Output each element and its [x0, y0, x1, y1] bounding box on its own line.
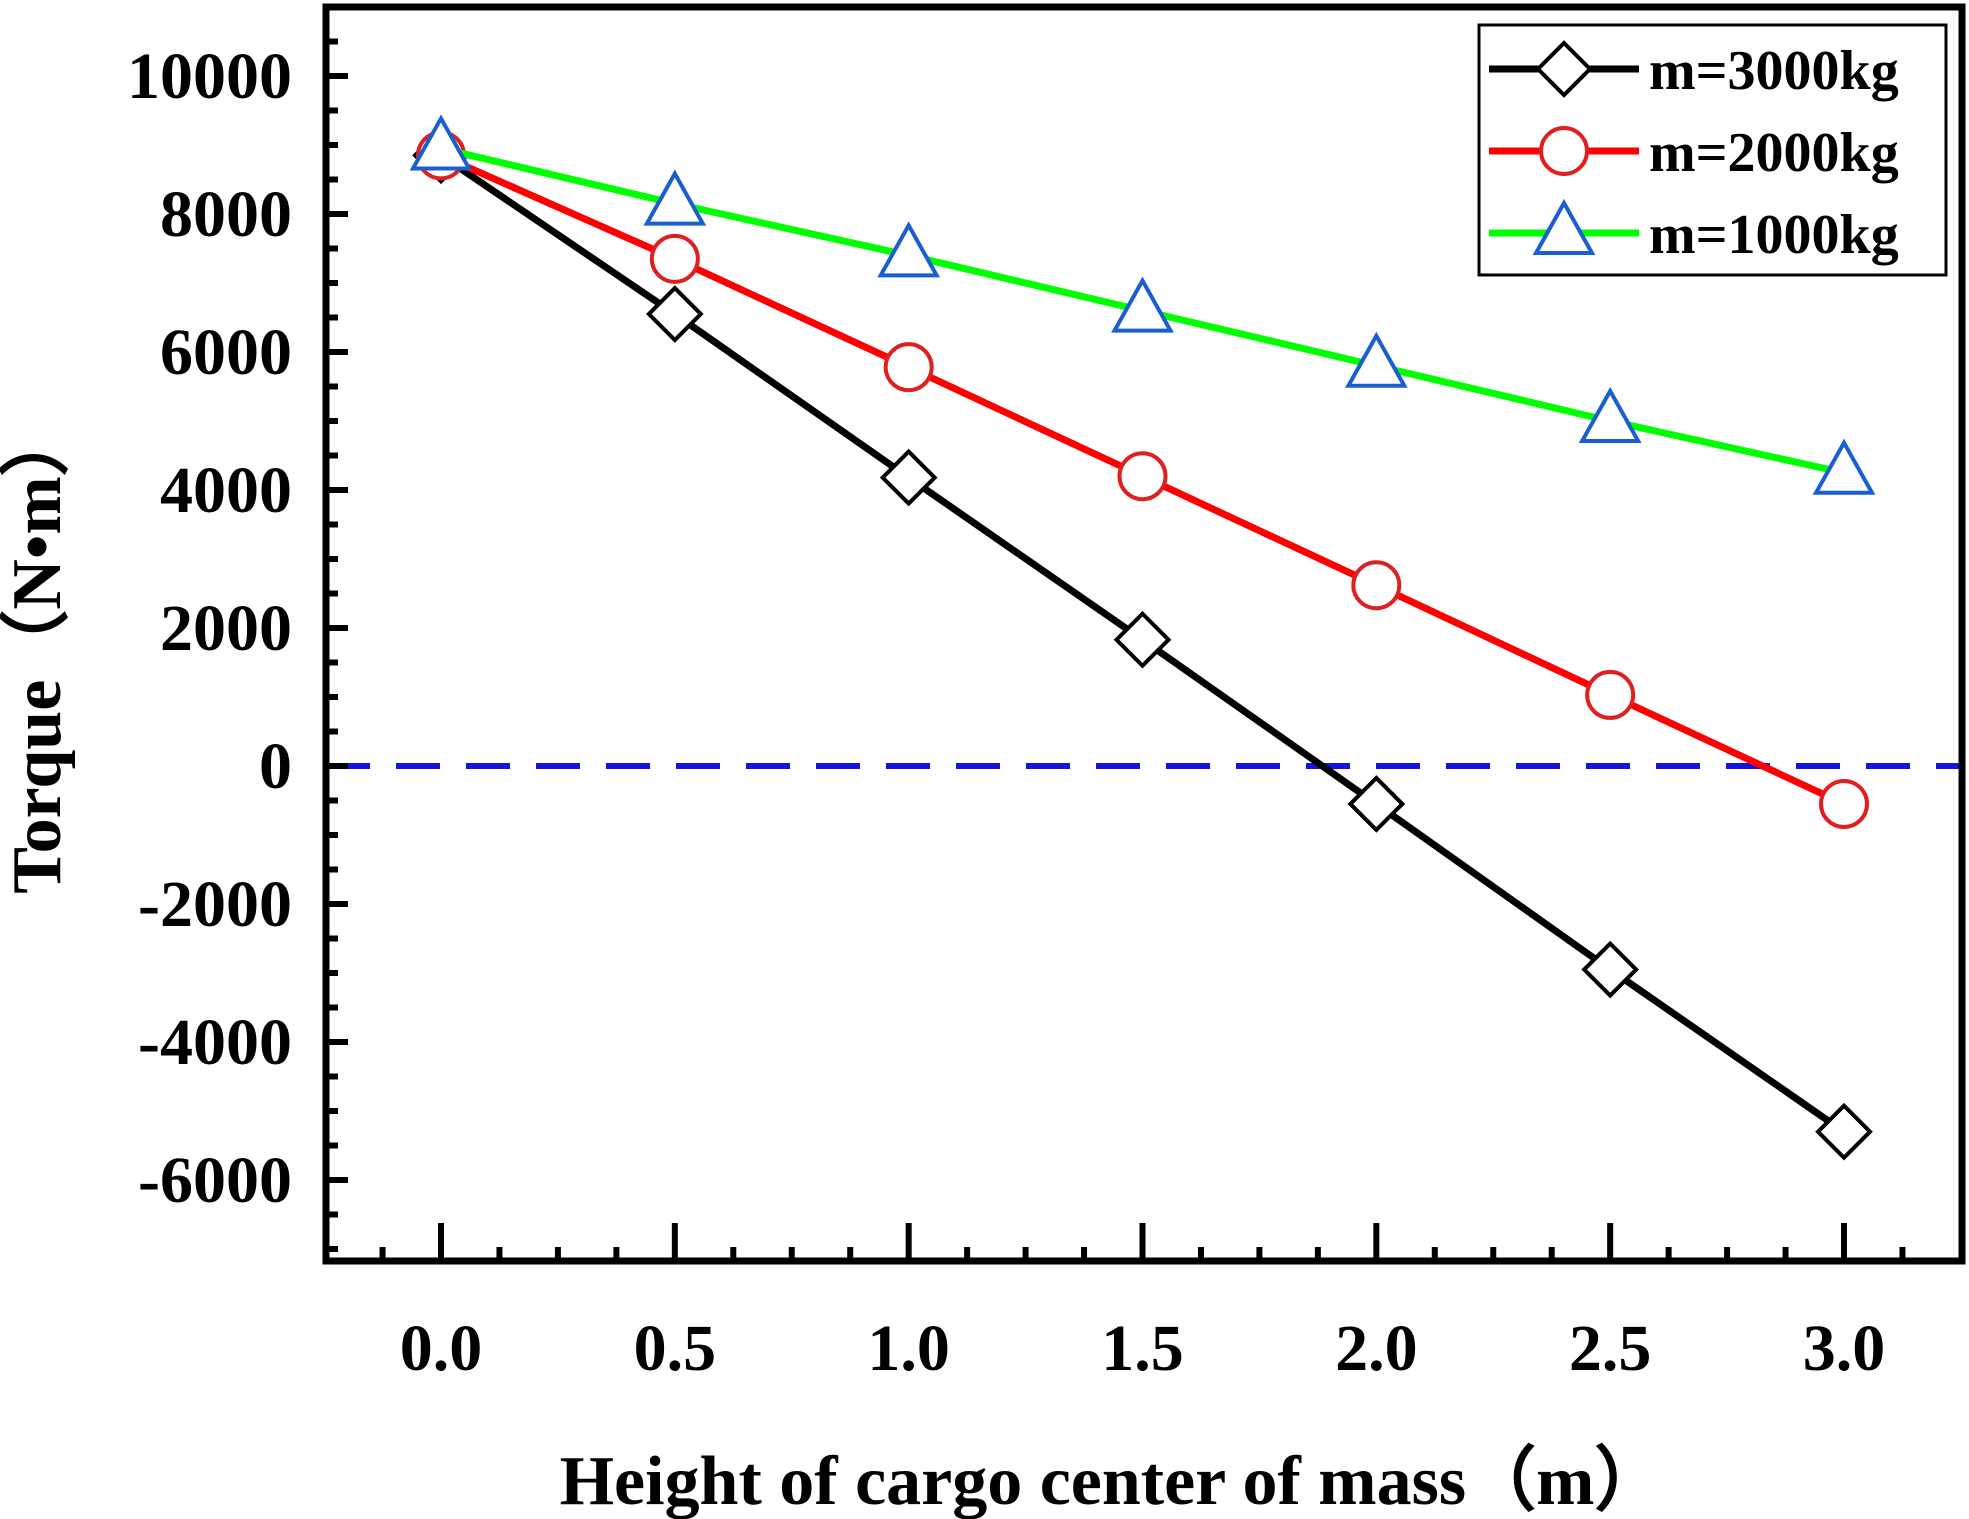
- legend-item-m=1000kg: m=1000kg: [1489, 198, 1899, 266]
- data-point-m=3000kg-3: [1113, 610, 1172, 669]
- data-point-m=2000kg-4: [1351, 560, 1402, 611]
- data-point-m=3000kg-1: [646, 285, 704, 343]
- legend-label: m=3000kg: [1649, 40, 1899, 102]
- legend-label: m=1000kg: [1649, 204, 1899, 266]
- series-m=1000kg: [409, 114, 1876, 495]
- data-point-m=2000kg-1: [649, 233, 700, 284]
- data-point-m=1000kg-5: [1578, 386, 1642, 443]
- x-tick-label: 1.5: [1101, 1312, 1184, 1385]
- y-axis-title: Torque（N•m）: [0, 406, 76, 893]
- y-tick-label: -6000: [138, 1144, 292, 1217]
- y-tick-label: 10000: [127, 40, 292, 113]
- data-point-m=2000kg-5: [1585, 669, 1636, 720]
- x-tick-label: 1.0: [867, 1312, 950, 1385]
- y-tick-label: -4000: [138, 1006, 292, 1079]
- y-tick-label: -2000: [138, 868, 292, 941]
- y-tick-label: 6000: [160, 316, 292, 389]
- x-axis-title: Height of cargo center of mass（m）: [560, 1442, 1665, 1519]
- data-point-m=3000kg-2: [879, 448, 938, 507]
- x-tick-label: 0.0: [400, 1312, 483, 1385]
- data-point-m=1000kg-1: [643, 169, 707, 226]
- x-tick-label: 2.5: [1569, 1312, 1652, 1385]
- legend-item-m=2000kg: m=2000kg: [1489, 122, 1899, 184]
- data-point-m=1000kg-3: [1111, 276, 1174, 333]
- data-point-m=1000kg-0: [409, 114, 473, 171]
- data-point-m=3000kg-6: [1815, 1102, 1873, 1161]
- data-point-m=1000kg-6: [1812, 438, 1876, 495]
- x-tick-label: 3.0: [1803, 1312, 1886, 1385]
- legend-item-m=3000kg: m=3000kg: [1489, 40, 1899, 102]
- data-point-m=2000kg-2: [883, 342, 934, 393]
- x-tick-label: 0.5: [634, 1312, 717, 1385]
- data-point-m=3000kg-4: [1347, 775, 1406, 833]
- legend-marker: [1535, 40, 1593, 98]
- data-point-m=2000kg-6: [1819, 778, 1869, 829]
- legend-label: m=2000kg: [1649, 122, 1899, 184]
- series-m=3000kg: [412, 126, 1873, 1161]
- data-point-m=1000kg-2: [877, 221, 941, 278]
- legend-marker: [1539, 126, 1589, 176]
- data-point-m=1000kg-4: [1344, 331, 1408, 388]
- y-tick-label: 0: [259, 730, 292, 803]
- legend-marker: [1532, 198, 1596, 255]
- data-point-m=2000kg-3: [1117, 451, 1168, 502]
- y-tick-label: 8000: [160, 178, 292, 251]
- x-tick-label: 2.0: [1335, 1312, 1418, 1385]
- y-tick-label: 4000: [160, 454, 292, 527]
- data-point-m=3000kg-5: [1581, 940, 1639, 999]
- y-tick-label: 2000: [160, 592, 292, 665]
